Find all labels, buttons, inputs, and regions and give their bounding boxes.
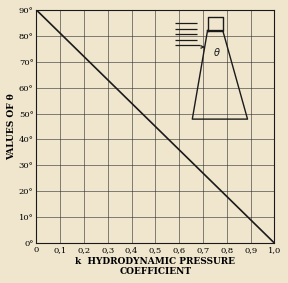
Y-axis label: VALUES OF θ: VALUES OF θ: [7, 93, 16, 160]
X-axis label: k  HYDRODYNAMIC PRESSURE
COEFFICIENT: k HYDRODYNAMIC PRESSURE COEFFICIENT: [75, 257, 235, 276]
